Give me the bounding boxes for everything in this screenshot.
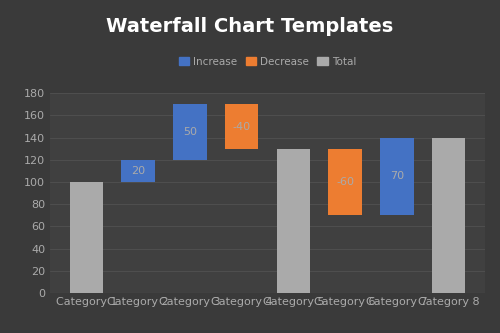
Bar [380,138,414,215]
Text: 20: 20 [131,166,146,176]
Bar [173,104,207,160]
Text: Waterfall Chart Templates: Waterfall Chart Templates [106,17,394,36]
Bar [328,149,362,215]
Bar [70,182,103,293]
Text: 50: 50 [183,127,197,137]
Text: 140: 140 [438,210,459,220]
Text: 70: 70 [390,171,404,181]
Text: -60: -60 [336,177,354,187]
Bar [122,160,155,182]
Legend: Increase, Decrease, Total: Increase, Decrease, Total [176,55,358,69]
Text: 100: 100 [76,232,97,242]
Text: 130: 130 [283,216,304,226]
Bar [225,104,258,149]
Bar [432,138,465,293]
Text: -40: -40 [232,122,250,132]
Bar [276,149,310,293]
